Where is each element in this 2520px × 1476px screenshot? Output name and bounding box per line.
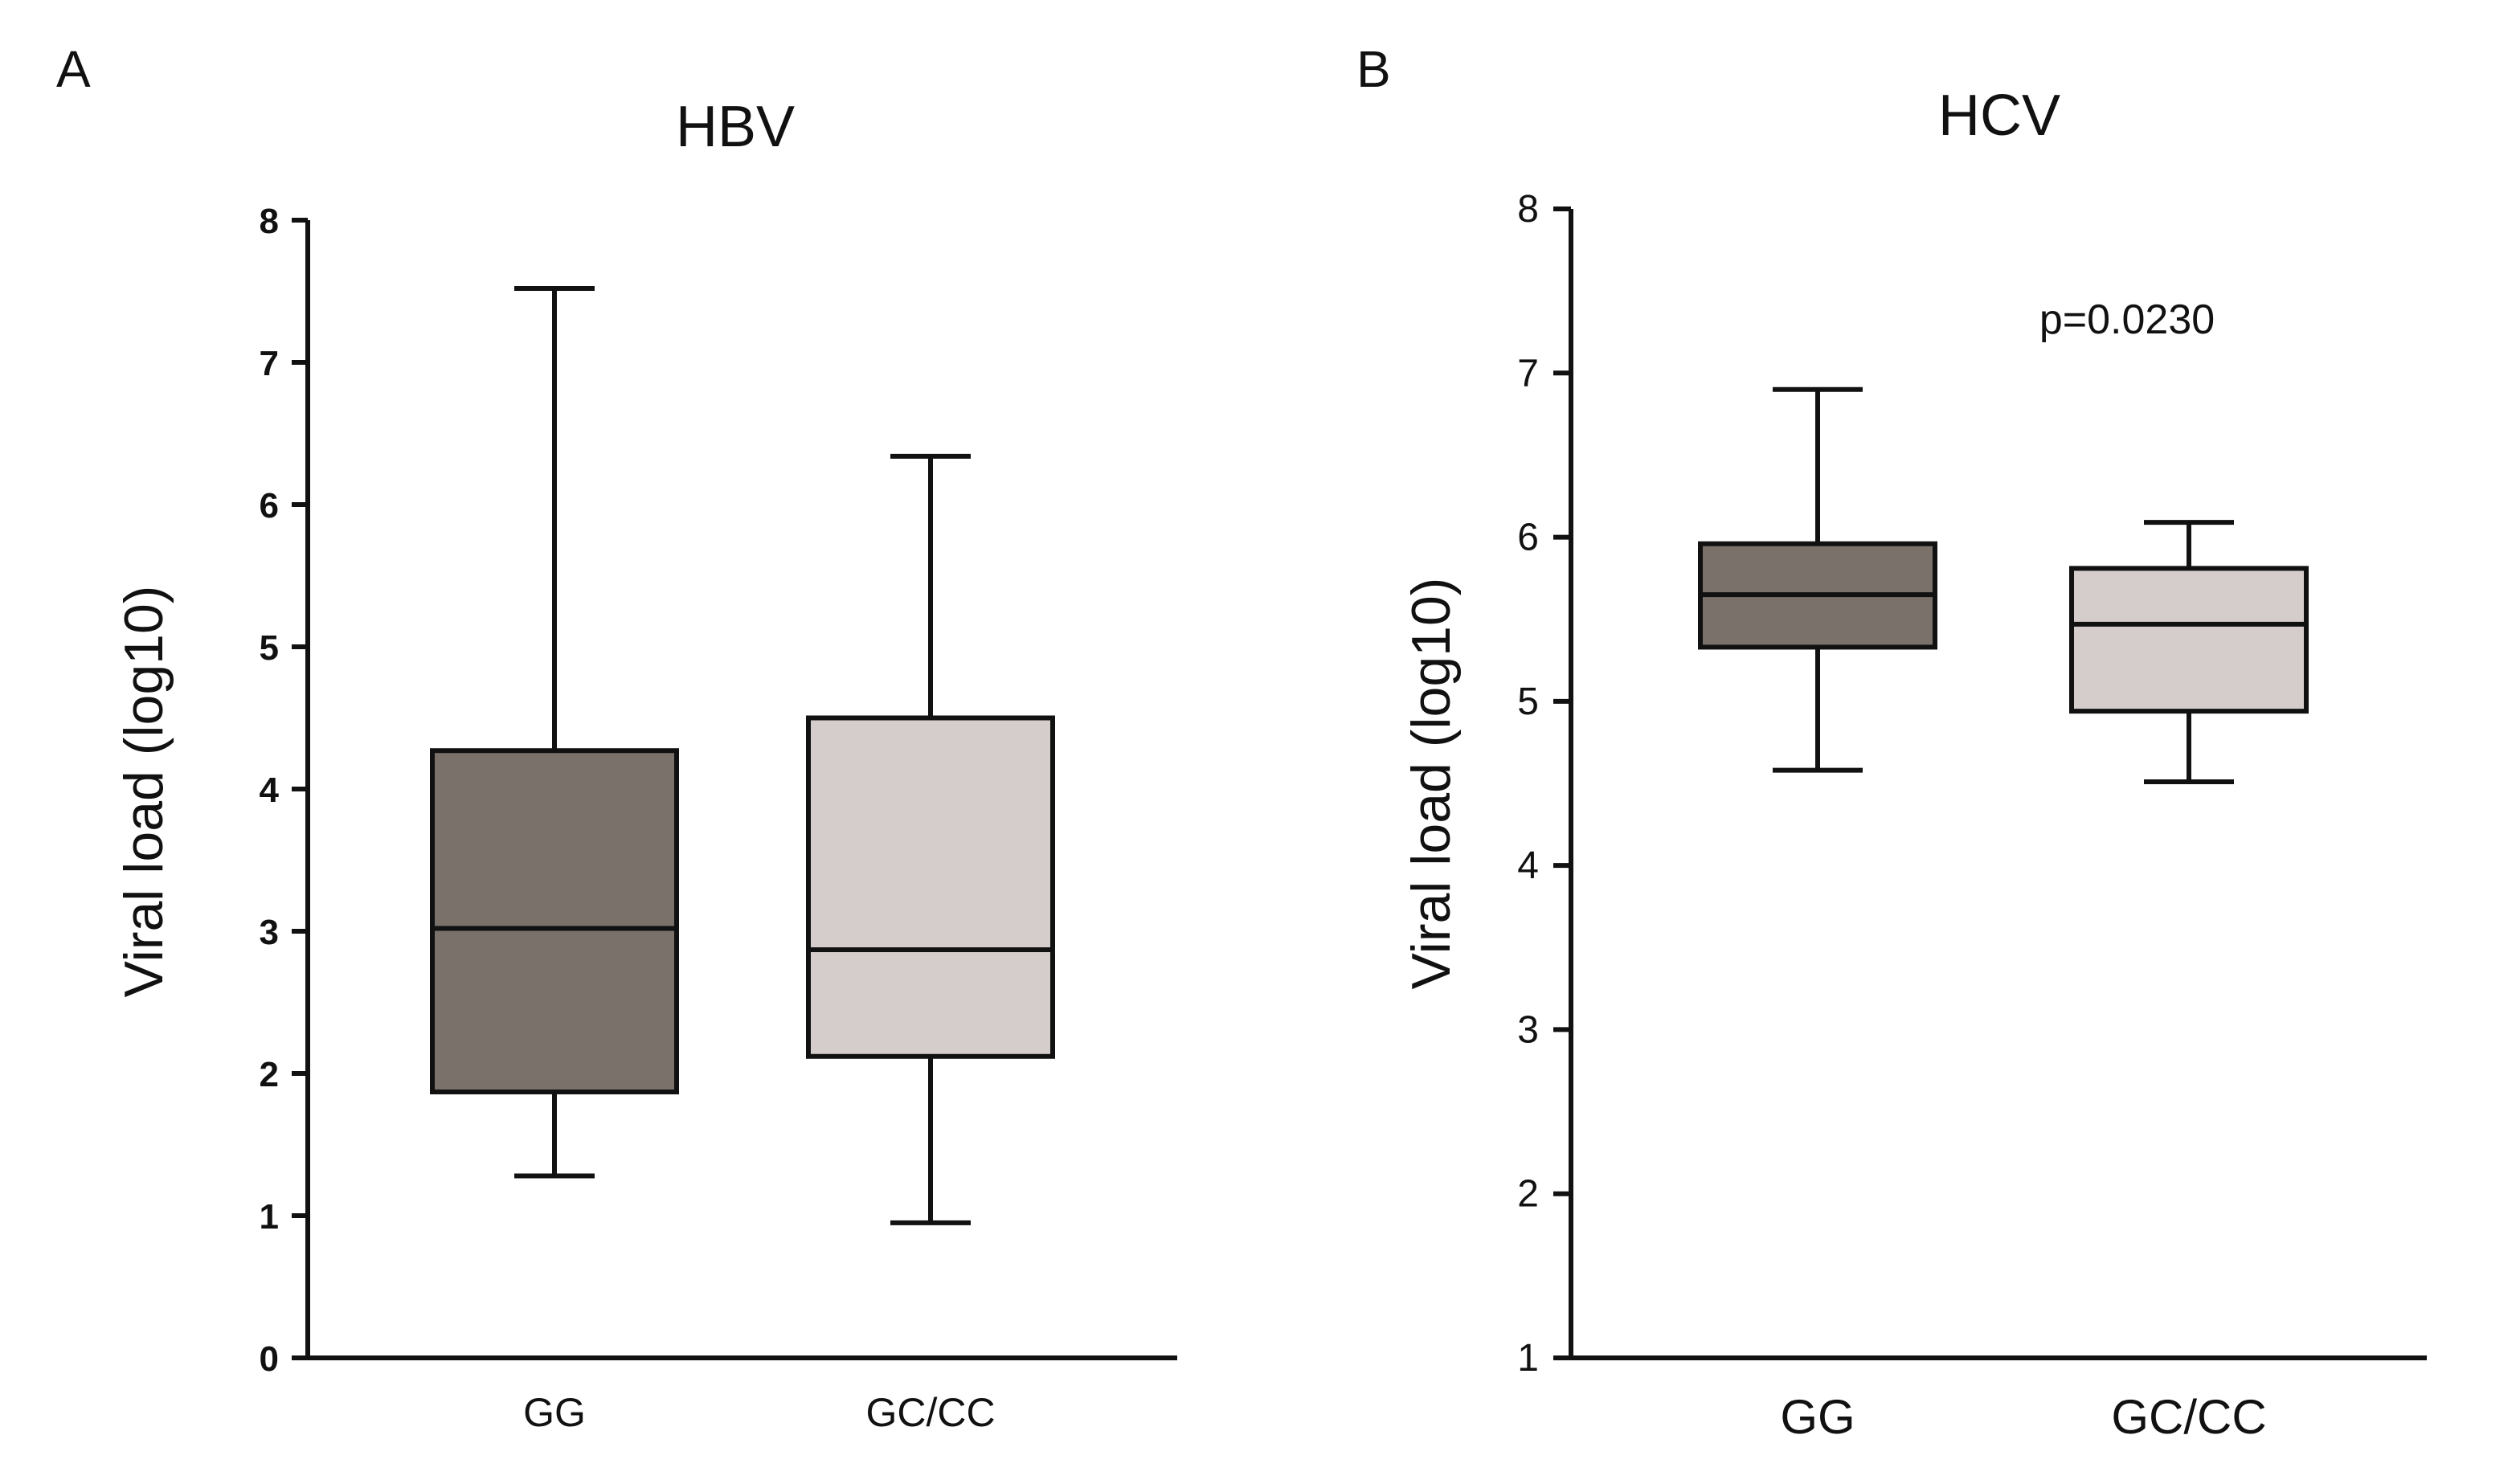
panel-a-y-tick-label: 6 xyxy=(260,486,279,525)
panel-a-title: HBV xyxy=(676,95,795,159)
panel-a-y-axis-label: Viral load (log10) xyxy=(113,586,174,998)
panel-b-axes xyxy=(1569,209,2427,1360)
panel-b-y-tick-label: 7 xyxy=(1517,352,1539,395)
panel-a-letter: A xyxy=(56,40,91,98)
panel-a-category-gg: GG xyxy=(523,1390,586,1435)
panel-b-y-tick-label: 6 xyxy=(1517,517,1539,559)
panel-b-y-tick-label: 8 xyxy=(1517,188,1539,231)
panel-a-box-gc-cc xyxy=(806,453,1055,1225)
panel-b-box-gc-cc xyxy=(2069,520,2309,784)
panel-a-y-tick-label: 8 xyxy=(260,202,279,241)
panel-a-category-gc-cc: GC/CC xyxy=(865,1390,995,1435)
panel-b-box-gg xyxy=(1698,386,1937,773)
panel-b-y-tick-label: 4 xyxy=(1517,844,1539,887)
panel-a-y-tick-label: 5 xyxy=(260,628,279,668)
panel-b-category-gg: GG xyxy=(1780,1390,1855,1444)
panel-a-boxes xyxy=(430,285,1055,1225)
iqr-box xyxy=(2069,566,2309,714)
panel-b-y-tick-label: 1 xyxy=(1517,1337,1539,1380)
panel-a-y-tick-label: 3 xyxy=(260,913,279,952)
panel-b-letter: B xyxy=(1356,40,1391,98)
panel-a-category-labels: GG GC/CC xyxy=(523,1390,995,1435)
panel-a-y-tick-label: 0 xyxy=(260,1339,279,1379)
panel-a-hbv: A HBV Viral load (log10) 0 1 2 3 4 5 6 7 8 GG GC/… xyxy=(56,40,1177,1435)
panel-a-y-tick-label: 4 xyxy=(260,771,280,810)
iqr-box xyxy=(430,748,679,1095)
panel-a-y-tick-label: 1 xyxy=(260,1197,279,1237)
panel-a-y-tick-label: 2 xyxy=(260,1055,279,1094)
panel-b-category-labels: GG GC/CC xyxy=(1780,1390,2266,1444)
p-value-annotation: p=0.0230 xyxy=(2039,296,2215,343)
panel-b-y-axis-label: Viral load (log10) xyxy=(1401,578,1462,990)
panel-b-boxes xyxy=(1698,386,2309,784)
panel-b-y-tick-label: 2 xyxy=(1517,1173,1539,1216)
panel-a-y-ticks: 0 1 2 3 4 5 6 7 8 xyxy=(260,202,308,1379)
panel-b-y-tick-label: 3 xyxy=(1517,1008,1539,1051)
panel-a-y-tick-label: 7 xyxy=(260,344,279,383)
panel-a-box-gg xyxy=(430,285,679,1179)
panel-b-title: HCV xyxy=(1938,84,2060,148)
panel-b-hcv: B HCV Viral load (log10) p=0.0230 1 2 3 4 5 6… xyxy=(1356,40,2427,1444)
panel-b-y-tick-label: 5 xyxy=(1517,681,1539,723)
panel-b-category-gc-cc: GC/CC xyxy=(2111,1390,2266,1444)
panel-b-y-ticks: 1 2 3 4 5 6 7 8 xyxy=(1517,188,1571,1380)
iqr-box xyxy=(806,715,1055,1059)
